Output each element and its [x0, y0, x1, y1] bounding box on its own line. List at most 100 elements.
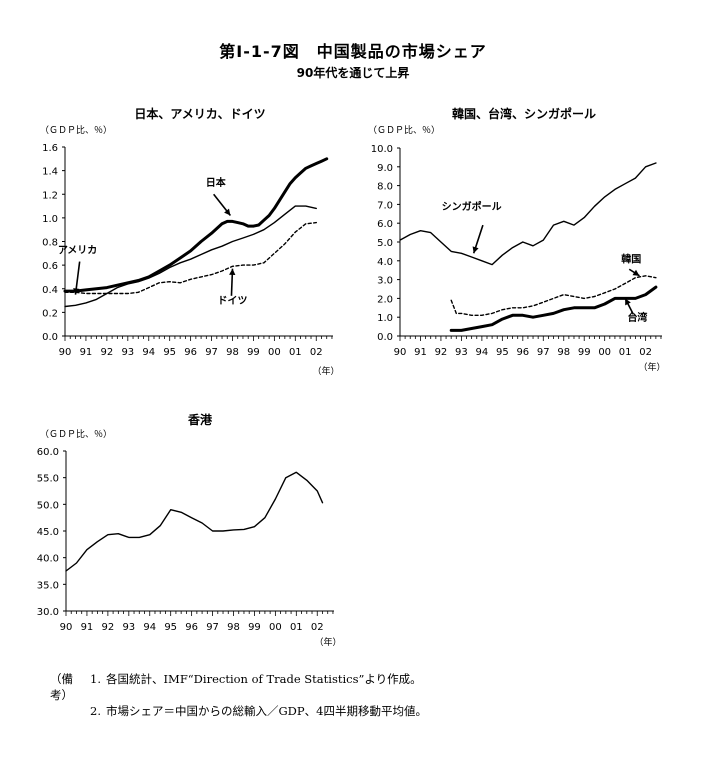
series-label: 韓国 [621, 253, 641, 266]
y-tick-label: 0.4 [42, 285, 58, 296]
x-tick-label: 91 [80, 347, 93, 358]
y-tick-label: 4.0 [377, 257, 393, 268]
y-tick-label: 55.0 [37, 474, 59, 485]
x-tick-label: 96 [516, 347, 529, 358]
x-tick-label: 98 [226, 347, 239, 358]
x-tick-label: 95 [164, 622, 177, 633]
y-tick-label: 50.0 [37, 500, 59, 511]
note-number: 1. [90, 672, 101, 686]
label-arrow-head [224, 208, 231, 216]
series-label: ドイツ [218, 295, 248, 307]
x-tick-label: 99 [578, 347, 591, 358]
label-arrow-head [632, 269, 640, 276]
y-tick-label: 1.2 [42, 190, 58, 201]
series-line [63, 157, 329, 293]
label-arrow-head [73, 288, 80, 295]
y-tick-label: 3.0 [377, 276, 393, 287]
y-tick-label: 45.0 [37, 527, 59, 538]
x-tick-label: 93 [121, 347, 134, 358]
x-tick-label: 95 [496, 347, 509, 358]
y-tick-label: 35.0 [37, 580, 59, 591]
y-tick-label: 7.0 [377, 200, 393, 211]
label-arrow-head [229, 268, 236, 275]
x-tick-label: 01 [289, 347, 302, 358]
label-arrow-head [472, 246, 479, 254]
x-tick-label: 02 [639, 347, 652, 358]
y-tick-label: 1.4 [42, 167, 58, 178]
note-text: 市場シェア＝中国からの総輸入／GDP、4四半期移動平均値。 [106, 704, 427, 718]
note-number: 2. [90, 704, 101, 718]
x-tick-label: 02 [310, 347, 323, 358]
notes-label: （備考） [50, 672, 73, 702]
x-tick-label: 97 [205, 347, 218, 358]
x-tick-label: 01 [619, 347, 632, 358]
x-tick-label: 91 [414, 347, 427, 358]
x-tick-label: 98 [557, 347, 570, 358]
x-tick-label: 91 [81, 622, 94, 633]
x-axis-unit-label: （年） [314, 636, 341, 648]
x-tick-label: 92 [102, 622, 115, 633]
y-tick-label: 0.0 [42, 332, 58, 343]
x-tick-label: 93 [455, 347, 468, 358]
x-tick-label: 90 [59, 347, 72, 358]
x-axis-unit-label: （年） [638, 361, 665, 373]
x-tick-label: 00 [269, 622, 282, 633]
x-tick-label: 00 [268, 347, 281, 358]
x-tick-label: 98 [227, 622, 240, 633]
y-tick-label: 1.0 [42, 214, 58, 225]
x-tick-label: 94 [142, 347, 155, 358]
note-row-1: （備考） 1. 各国統計、IMF“Direction of Trade Stat… [50, 671, 427, 703]
series-label: アメリカ [58, 244, 98, 256]
x-tick-label: 94 [143, 622, 156, 633]
series-line [64, 221, 317, 295]
x-tick-label: 90 [394, 347, 407, 358]
x-tick-label: 99 [248, 622, 261, 633]
x-tick-label: 92 [435, 347, 448, 358]
chart-title: 日本、アメリカ、ドイツ [134, 106, 265, 121]
note-row-2: 2. 市場シェア＝中国からの総輸入／GDP、4四半期移動平均値。 [50, 703, 427, 719]
y-tick-label: 0.6 [42, 261, 58, 272]
x-tick-label: 97 [206, 622, 219, 633]
x-tick-label: 96 [185, 622, 198, 633]
label-arrow-head [625, 298, 631, 306]
y-axis-unit-label: （ＧＤＰ比、％） [40, 124, 112, 136]
series-line [450, 275, 657, 316]
series-line [65, 471, 324, 572]
y-tick-label: 30.0 [37, 607, 59, 618]
series-label: シンガポール [442, 200, 502, 213]
chart-title: 韓国、台湾、シンガポール [452, 106, 596, 121]
y-tick-label: 60.0 [37, 447, 59, 458]
x-tick-label: 97 [537, 347, 550, 358]
y-tick-label: 0.0 [377, 332, 393, 343]
figure-title: 第Ⅰ-1-7図 中国製品の市場シェア [219, 42, 487, 61]
y-tick-label: 10.0 [371, 144, 393, 155]
x-axis-unit-label: （年） [312, 365, 339, 377]
x-tick-label: 94 [476, 347, 489, 358]
series-line [449, 285, 658, 332]
x-tick-label: 00 [598, 347, 611, 358]
x-tick-label: 02 [311, 622, 324, 633]
x-tick-label: 92 [101, 347, 114, 358]
chart-title: 香港 [187, 412, 213, 427]
y-tick-label: 6.0 [377, 219, 393, 230]
y-tick-label: 0.2 [42, 308, 58, 319]
x-tick-label: 93 [122, 622, 135, 633]
y-tick-label: 1.0 [377, 313, 393, 324]
y-tick-label: 1.6 [42, 143, 58, 154]
y-tick-label: 8.0 [377, 182, 393, 193]
x-tick-label: 90 [60, 622, 73, 633]
y-tick-label: 5.0 [377, 238, 393, 249]
figure-subtitle: 90年代を通じて上昇 [296, 66, 410, 80]
notes: （備考） 1. 各国統計、IMF“Direction of Trade Stat… [50, 671, 427, 719]
x-tick-label: 96 [184, 347, 197, 358]
note-text: 各国統計、IMF“Direction of Trade Statistics”よ… [106, 672, 422, 686]
series-line [399, 162, 657, 266]
y-tick-label: 9.0 [377, 163, 393, 174]
y-tick-label: 40.0 [37, 554, 59, 565]
x-tick-label: 99 [247, 347, 260, 358]
y-tick-label: 0.8 [42, 238, 58, 249]
y-tick-label: 2.0 [377, 294, 393, 305]
